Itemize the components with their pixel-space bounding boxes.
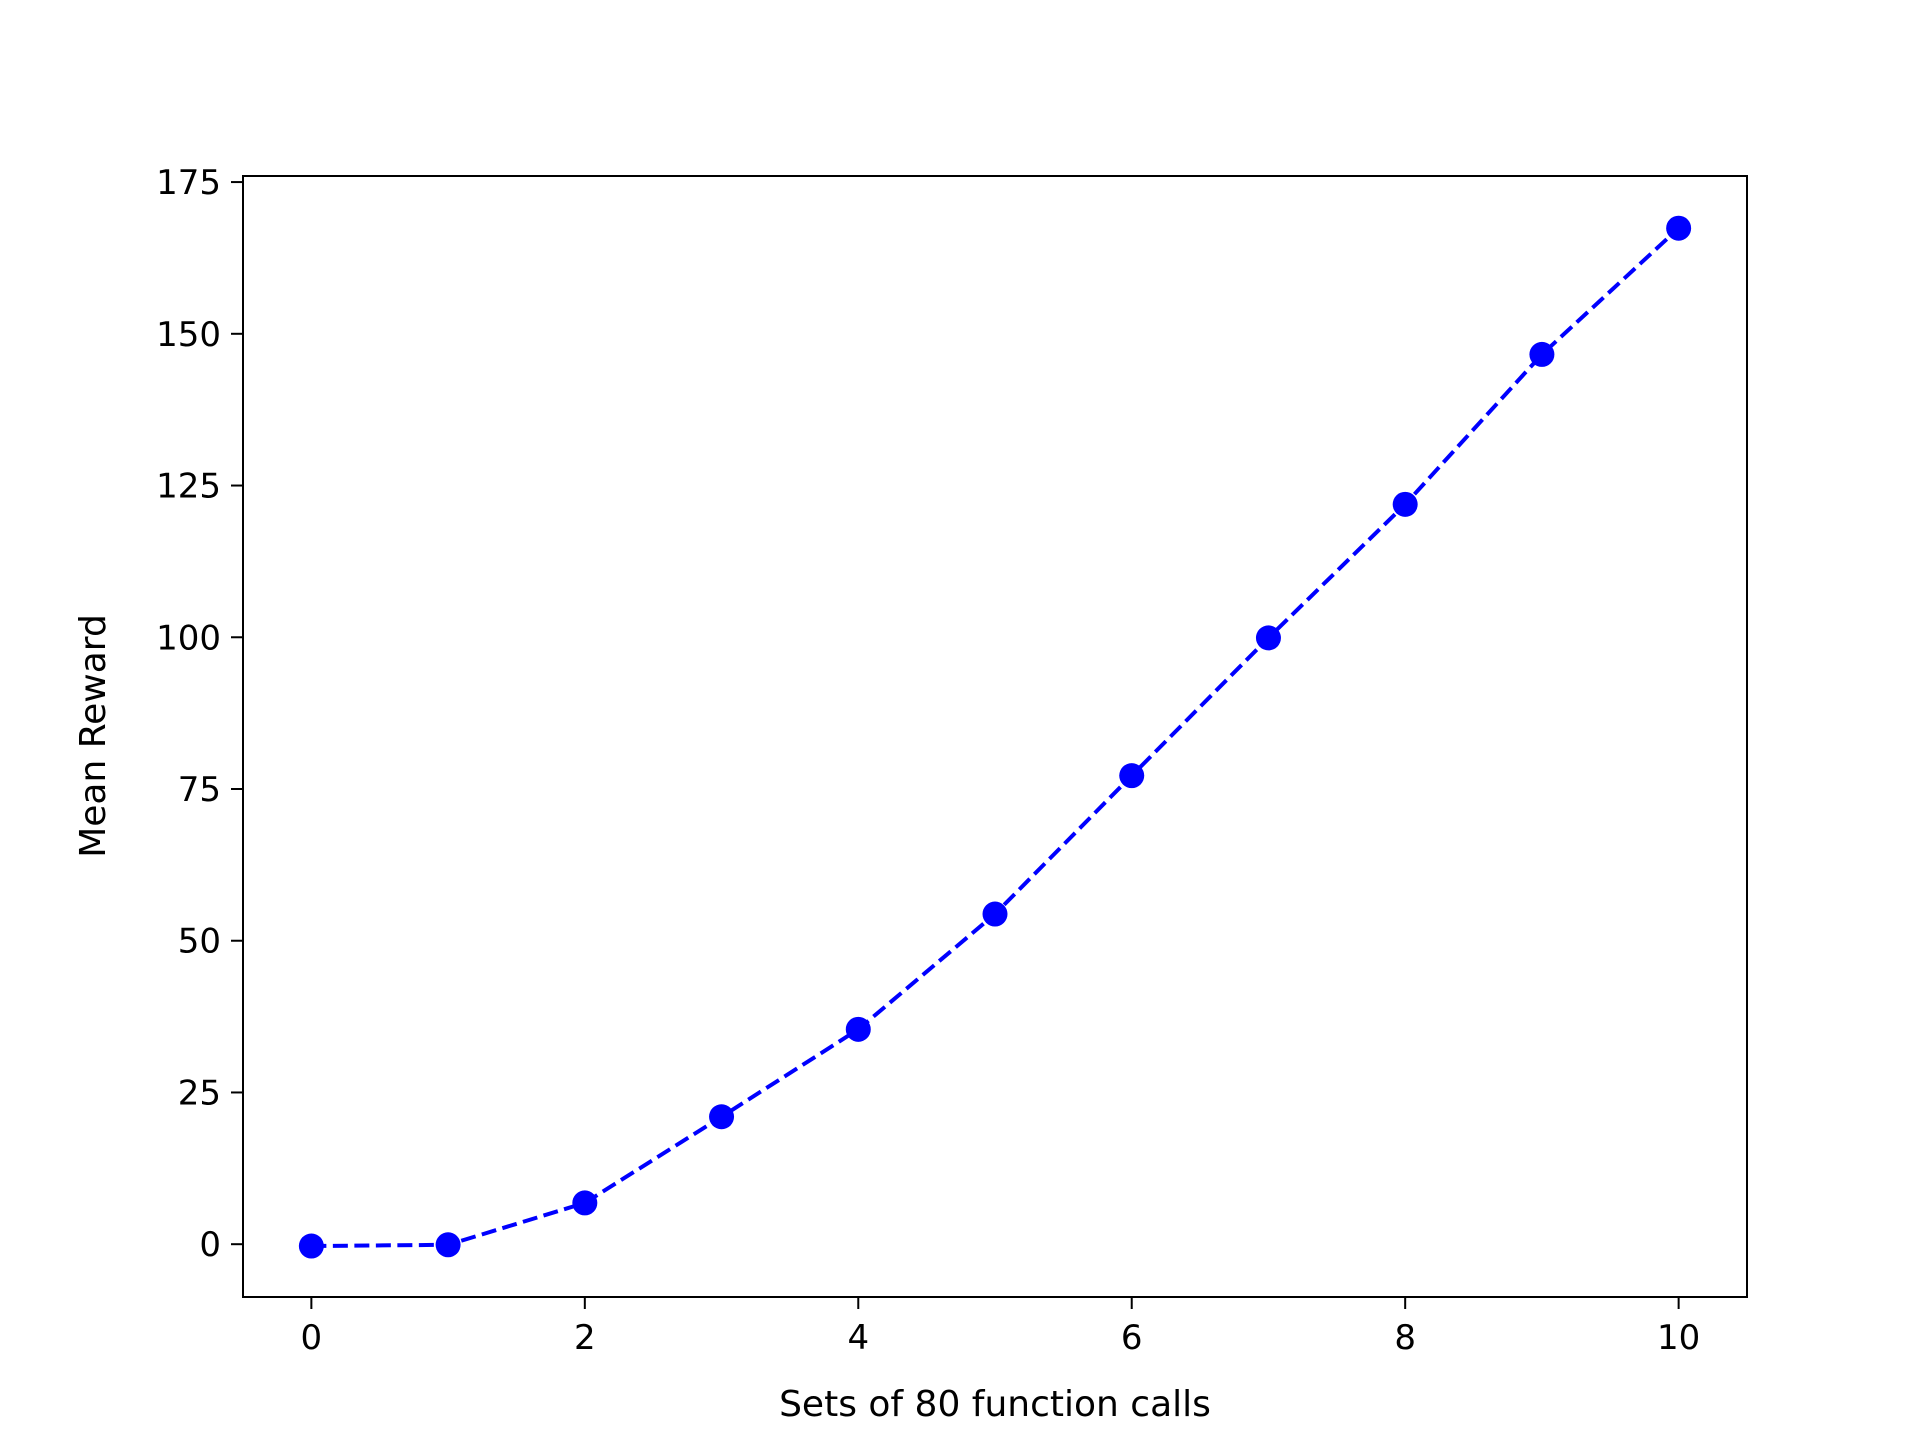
y-tick-label: 150	[156, 315, 221, 355]
data-point	[982, 901, 1008, 927]
x-tick-label: 6	[1121, 1318, 1143, 1358]
x-tick-label: 10	[1657, 1318, 1700, 1358]
data-point	[572, 1190, 598, 1216]
y-tick-label: 0	[199, 1225, 221, 1265]
x-tick-label: 2	[574, 1318, 596, 1358]
x-tick-label: 4	[847, 1318, 869, 1358]
y-tick-label: 100	[156, 618, 221, 658]
series-layer	[298, 215, 1692, 1259]
y-tick-label: 25	[178, 1073, 221, 1113]
data-point	[1255, 625, 1281, 651]
data-point	[1119, 763, 1145, 789]
y-tick-label: 75	[178, 770, 221, 810]
x-axis-label: Sets of 80 function calls	[779, 1384, 1211, 1425]
x-tick-label: 0	[301, 1318, 323, 1358]
x-tick-label: 8	[1394, 1318, 1416, 1358]
y-tick-label: 125	[156, 467, 221, 507]
data-point	[845, 1016, 871, 1042]
data-point	[435, 1232, 461, 1258]
data-point	[1529, 341, 1555, 367]
data-point	[1666, 215, 1692, 241]
data-point	[709, 1104, 735, 1130]
y-tick-label: 50	[178, 922, 221, 962]
data-point	[1392, 491, 1418, 517]
y-axis-label: Mean Reward	[73, 614, 114, 858]
y-tick-label: 175	[156, 163, 221, 203]
plot-frame	[242, 175, 1748, 1298]
data-point	[298, 1233, 324, 1259]
